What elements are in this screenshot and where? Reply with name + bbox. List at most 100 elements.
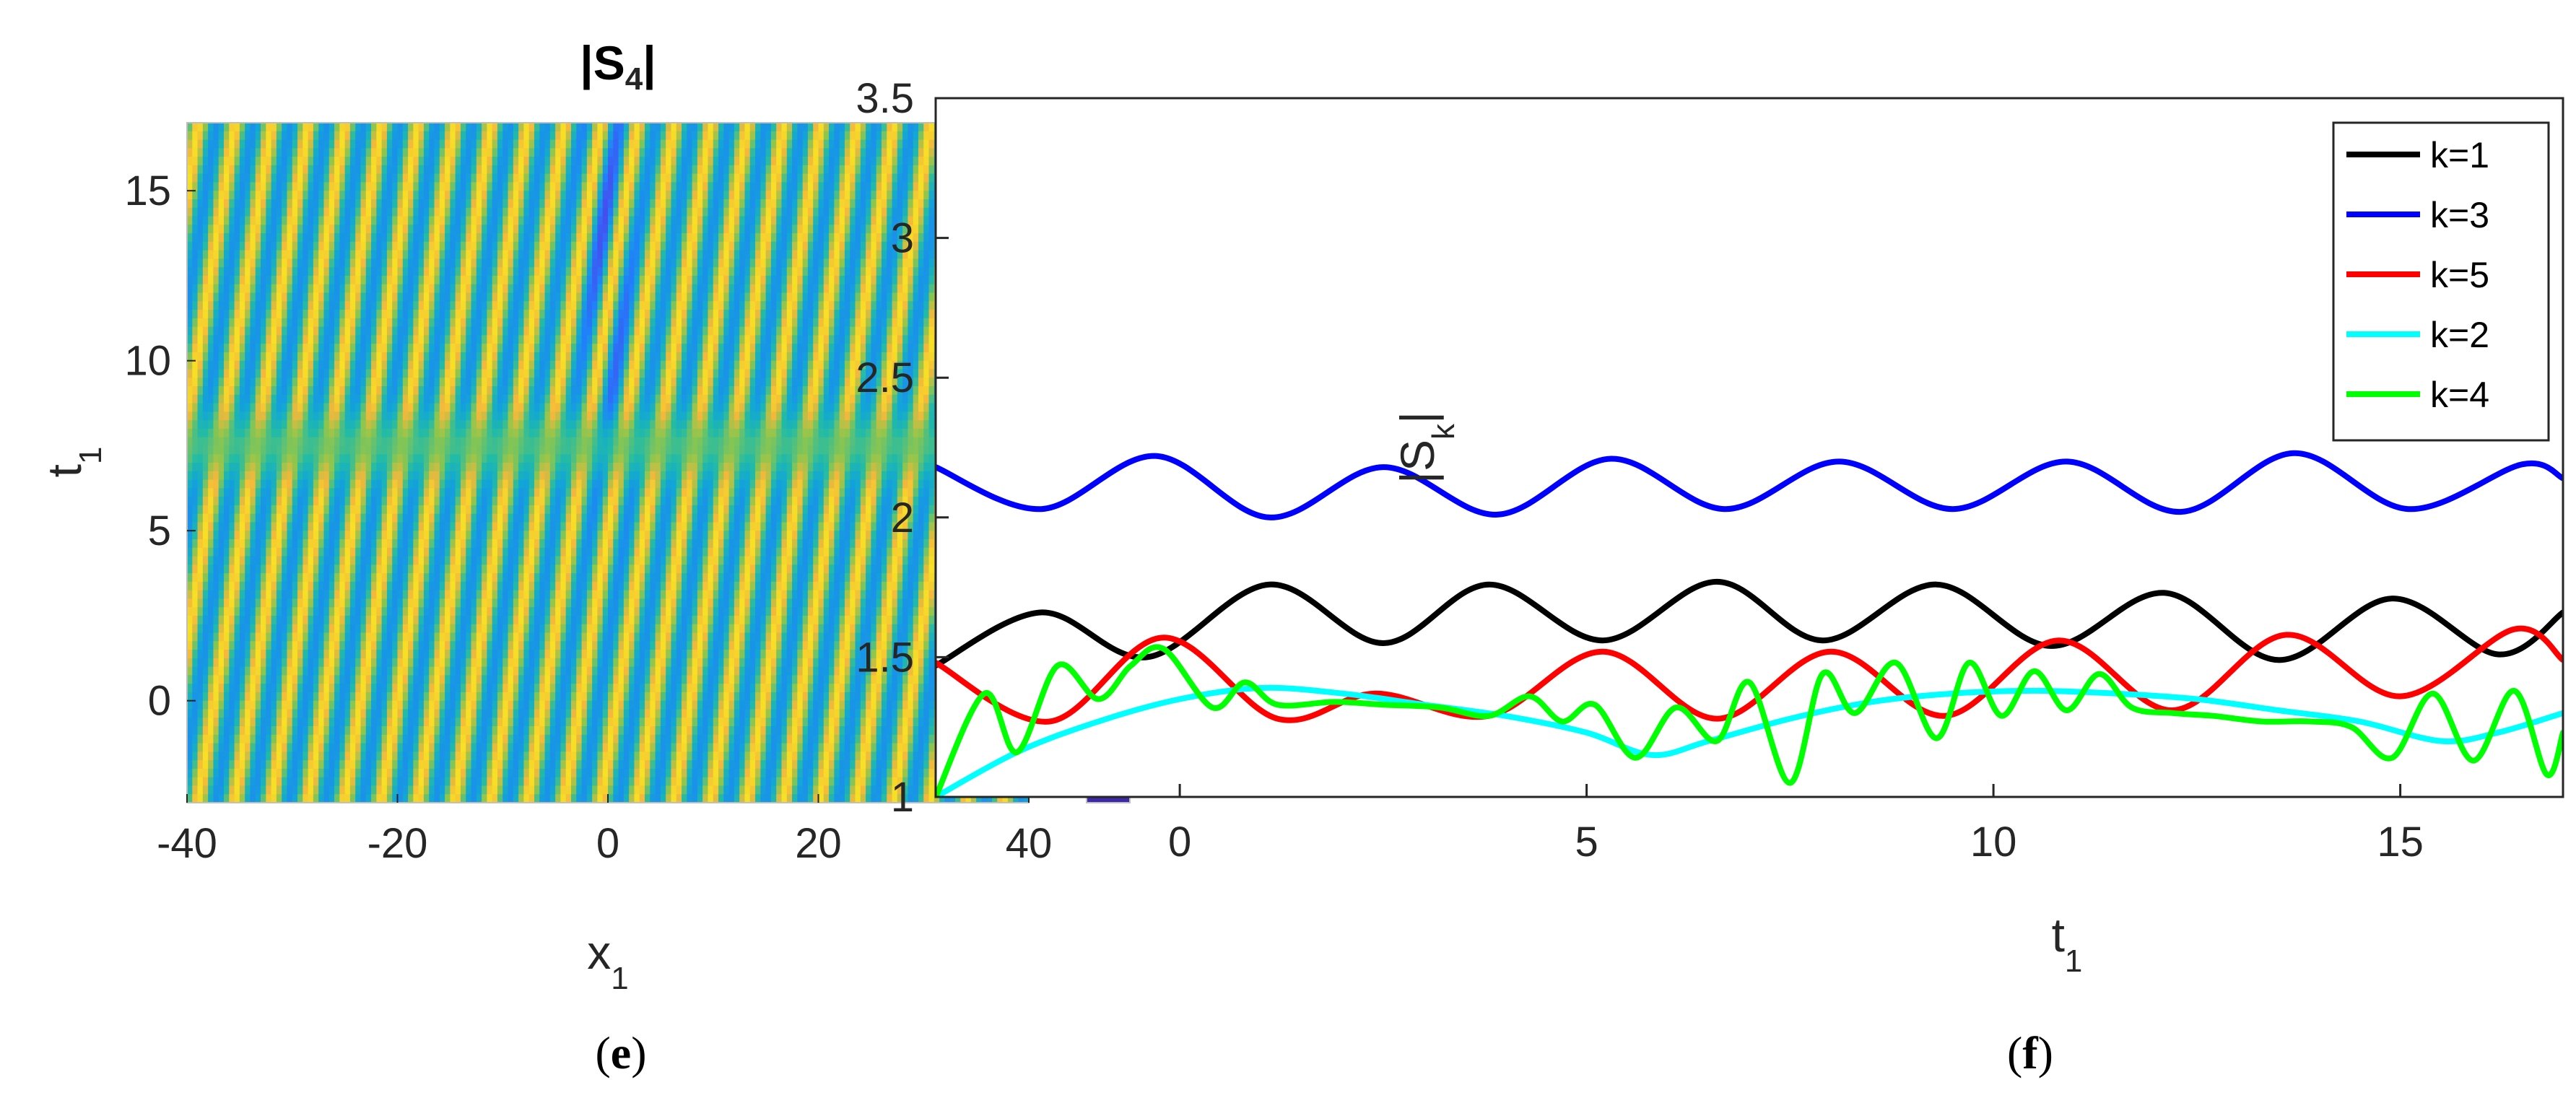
heatmap-cell xyxy=(376,233,383,243)
heatmap-cell xyxy=(197,165,204,175)
heatmap-cell xyxy=(308,352,314,362)
heatmap-cell xyxy=(208,318,214,328)
heatmap-cell xyxy=(282,233,288,243)
heatmap-cell xyxy=(323,173,330,183)
heatmap-cell xyxy=(349,344,356,353)
heatmap-cell xyxy=(723,139,730,149)
heatmap-cell xyxy=(282,292,288,302)
heatmap-cell xyxy=(866,207,871,217)
heatmap-cell xyxy=(786,369,793,378)
heatmap-cell xyxy=(471,182,477,191)
heatmap-cell xyxy=(413,148,419,157)
heatmap-cell xyxy=(287,284,293,294)
heatmap-cell xyxy=(408,310,414,319)
heatmap-cell xyxy=(602,292,609,302)
heatmap-cell xyxy=(781,123,788,132)
heatmap-cell xyxy=(565,123,572,132)
heatmap-cell xyxy=(213,173,219,183)
heatmap-cell xyxy=(829,241,835,251)
heatmap-cell xyxy=(818,335,824,344)
heatmap-cell xyxy=(381,241,388,251)
heatmap-cell xyxy=(487,335,493,344)
heatmap-cell xyxy=(487,233,493,243)
heatmap-cell xyxy=(850,360,856,370)
heatmap-cell xyxy=(450,258,456,268)
heatmap-cell xyxy=(776,360,783,370)
heatmap-cell xyxy=(418,241,425,251)
heatmap-cell xyxy=(245,369,251,378)
heatmap-cell xyxy=(597,369,604,378)
heatmap-cell xyxy=(608,250,614,260)
heatmap-cell xyxy=(549,199,556,209)
heatmap-cell xyxy=(760,131,767,141)
heatmap-cell xyxy=(844,258,850,268)
heatmap-cell xyxy=(739,224,746,234)
heatmap-cell xyxy=(287,292,293,302)
heatmap-cell xyxy=(634,207,640,217)
heatmap-cell xyxy=(786,275,793,285)
heatmap-cell xyxy=(734,233,740,243)
heatmap-cell xyxy=(544,284,551,294)
heatmap-cell xyxy=(218,369,225,378)
heatmap-cell xyxy=(760,310,767,319)
heatmap-cell xyxy=(807,284,814,294)
heatmap-cell xyxy=(271,123,277,132)
heatmap-cell xyxy=(792,241,798,251)
heatmap-cell xyxy=(708,369,714,378)
heatmap-cell xyxy=(518,216,524,225)
heatmap-cell xyxy=(634,352,640,362)
heatmap-cell xyxy=(308,326,314,336)
heatmap-cell xyxy=(802,310,809,319)
heatmap-cell xyxy=(634,157,640,166)
heatmap-cell xyxy=(544,250,551,260)
heatmap-cell xyxy=(518,284,524,294)
heatmap-cell xyxy=(697,199,703,209)
heatmap-cell xyxy=(360,378,367,387)
heatmap-cell xyxy=(692,157,698,166)
heatmap-cell xyxy=(544,318,551,328)
heatmap-cell xyxy=(339,378,346,387)
heatmap-cell xyxy=(871,352,877,362)
heatmap-cell xyxy=(749,284,756,294)
heatmap-cell xyxy=(760,369,767,378)
heatmap-cell xyxy=(881,250,887,260)
heatmap-cell xyxy=(224,292,230,302)
heatmap-cell xyxy=(344,344,351,353)
heatmap-cell xyxy=(770,199,777,209)
heatmap-cell xyxy=(650,378,656,387)
heatmap-cell xyxy=(460,157,466,166)
heatmap-cell xyxy=(823,241,830,251)
heatmap-cell xyxy=(786,199,793,209)
heatmap-cell xyxy=(555,173,562,183)
heatmap-cell xyxy=(770,352,777,362)
heatmap-cell xyxy=(213,148,219,157)
heatmap-cell xyxy=(539,148,546,157)
heatmap-cell xyxy=(570,241,577,251)
heatmap-cell xyxy=(639,165,645,175)
heatmap-cell xyxy=(666,360,672,370)
heatmap-cell xyxy=(549,258,556,268)
heatmap-cell xyxy=(429,148,435,157)
heatmap-cell xyxy=(276,318,282,328)
heatmap-cell xyxy=(713,378,719,387)
heatmap-cell xyxy=(349,139,356,149)
heatmap-cell xyxy=(744,310,751,319)
heatmap-cell xyxy=(818,191,824,200)
heatmap-cell xyxy=(786,326,793,336)
heatmap-cell xyxy=(371,216,377,225)
heatmap-cell xyxy=(303,207,309,217)
heatmap-cell xyxy=(581,326,588,336)
heatmap-cell xyxy=(602,139,609,149)
heatmap-cell xyxy=(245,352,251,362)
heatmap-cell xyxy=(397,267,404,276)
heatmap-cell xyxy=(276,165,282,175)
heatmap-cell xyxy=(397,131,404,141)
heatmap-cell xyxy=(482,267,487,276)
heatmap-cell xyxy=(276,123,282,132)
heatmap-cell xyxy=(466,250,472,260)
heatmap-cell xyxy=(323,284,330,294)
heatmap-cell xyxy=(881,241,887,251)
heatmap-cell xyxy=(502,352,509,362)
heatmap-cell xyxy=(282,301,288,310)
heatmap-cell xyxy=(618,267,625,276)
